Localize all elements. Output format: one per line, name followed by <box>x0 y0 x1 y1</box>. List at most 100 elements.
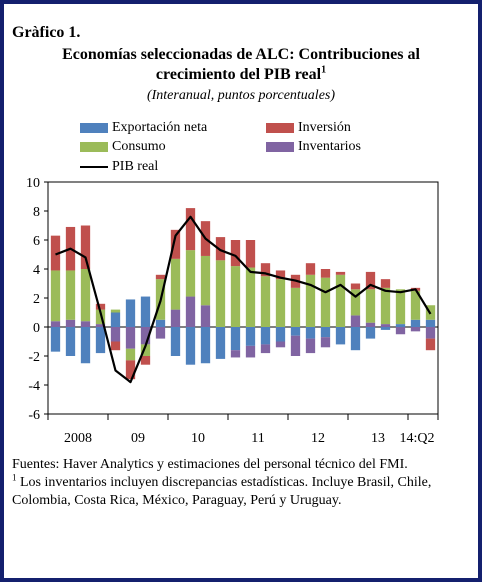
chart-plot: -6 -4 -2 0 2 4 6 8 10 2008 09 10 11 12 13 14:Q2 <box>26 176 439 446</box>
bar-inventarios <box>80 321 91 327</box>
footnote-sources: Fuentes: Haver Analytics y estimaciones … <box>12 457 408 472</box>
bar-exportaci-n-neta <box>365 327 376 339</box>
bar-inventarios <box>65 319 76 327</box>
x-tick-label: 2008 <box>64 431 92 446</box>
footnote-text: Los inventarios incluyen discrepancias e… <box>12 475 432 508</box>
bar-consumo <box>245 267 256 327</box>
bar-consumo <box>320 277 331 327</box>
legend-swatch-inventarios <box>266 142 294 152</box>
bar-consumo <box>230 266 241 327</box>
bar-consumo <box>140 344 151 356</box>
x-tick-label: 12 <box>311 431 325 446</box>
bar-stack-group <box>50 208 436 380</box>
bar-inventarios <box>260 344 271 354</box>
bar-inversi-n <box>125 360 136 380</box>
bar-inventarios <box>275 341 286 348</box>
bar-exportaci-n-neta <box>170 327 181 356</box>
bar-exportaci-n-neta <box>395 324 406 327</box>
bar-exportaci-n-neta <box>320 327 331 338</box>
bar-exportaci-n-neta <box>125 299 136 327</box>
chart-subtitle: (Interanual, puntos porcentuales) <box>146 88 336 103</box>
bar-inventarios <box>140 327 151 345</box>
figure-frame: Gràfico 1. Economías seleccionadas de AL… <box>4 4 478 578</box>
bar-inventarios <box>290 335 301 356</box>
bar-inventarios <box>110 327 121 342</box>
y-tick-label: -4 <box>28 379 40 394</box>
legend-inversion: Inversión <box>266 120 351 136</box>
bar-exportaci-n-neta <box>155 319 166 327</box>
bar-exportaci-n-neta <box>335 327 346 345</box>
bar-inventarios <box>155 327 166 339</box>
bar-inversi-n <box>110 341 121 351</box>
bar-consumo <box>380 287 391 325</box>
pib-line-group <box>55 215 432 384</box>
bar-exportaci-n-neta <box>110 312 121 327</box>
bar-consumo <box>350 289 361 316</box>
y-tick-label: 4 <box>33 263 40 278</box>
bar-exportaci-n-neta <box>95 327 106 354</box>
bar-inventarios <box>200 305 211 327</box>
bar-inventarios <box>230 350 241 358</box>
legend-consumo: Consumo <box>80 139 166 155</box>
plot-area-border <box>47 181 439 415</box>
bar-consumo <box>365 289 376 323</box>
x-tick-label: 10 <box>191 431 205 446</box>
bar-consumo <box>65 270 76 320</box>
bar-consumo <box>200 255 211 306</box>
bar-inversi-n <box>50 235 61 271</box>
y-tick-label: 2 <box>33 292 40 307</box>
bar-inventarios <box>320 337 331 348</box>
chart-title-line1: Economías seleccionadas de ALC: Contribu… <box>62 46 420 63</box>
bar-consumo <box>305 274 316 327</box>
bar-inversi-n <box>380 279 391 288</box>
bar-consumo <box>335 274 346 327</box>
bar-exportaci-n-neta <box>275 327 286 342</box>
legend-label-inversion: Inversión <box>298 120 351 135</box>
bar-exportaci-n-neta <box>260 327 271 345</box>
bar-inventarios <box>305 338 316 354</box>
bar-inversi-n <box>350 283 361 290</box>
bar-inversi-n <box>230 240 241 267</box>
footnote-mark: 1 <box>12 472 17 483</box>
bar-inversi-n <box>185 208 196 251</box>
bar-inventarios <box>425 327 436 339</box>
legend-label-consumo: Consumo <box>112 139 166 154</box>
bar-inventarios <box>185 296 196 327</box>
bar-inversi-n <box>335 271 346 275</box>
bar-exportaci-n-neta <box>200 327 211 364</box>
pib-real-line <box>55 215 432 384</box>
bar-exportaci-n-neta <box>65 327 76 356</box>
y-tick-label: -6 <box>28 408 40 423</box>
bar-consumo <box>275 279 286 327</box>
x-axis: 2008 09 10 11 12 13 14:Q2 <box>47 414 439 446</box>
bar-inversi-n <box>275 270 286 280</box>
bar-inventarios <box>170 309 181 327</box>
bar-exportaci-n-neta <box>50 327 61 352</box>
bar-exportaci-n-neta <box>140 296 151 327</box>
bar-consumo <box>215 260 226 327</box>
legend-swatch-exportacion-neta <box>80 123 108 133</box>
footnote-inventories: 1 Los inventarios incluyen discrepancias… <box>12 472 474 510</box>
x-tick-label: 11 <box>251 431 264 446</box>
bar-exportaci-n-neta <box>80 327 91 364</box>
bar-inventarios <box>380 324 391 327</box>
legend-label-inventarios: Inventarios <box>298 139 361 154</box>
bar-inversi-n <box>95 303 106 310</box>
legend-label-pib-real: PIB real <box>112 159 159 174</box>
bar-inversi-n <box>215 237 226 261</box>
bar-inventarios <box>125 327 136 349</box>
legend-pib-real: PIB real <box>80 159 158 175</box>
legend-swatch-pib-real <box>80 166 108 168</box>
bar-inventarios <box>365 322 376 327</box>
y-tick-label: 6 <box>33 234 40 249</box>
bar-exportaci-n-neta <box>350 327 361 351</box>
bar-exportaci-n-neta <box>290 327 301 336</box>
bar-exportaci-n-neta <box>305 327 316 339</box>
y-tick-label: 10 <box>26 176 40 191</box>
x-tick-label: 14:Q2 <box>400 431 435 446</box>
bar-inversi-n <box>80 225 91 269</box>
bar-inventarios <box>395 327 406 335</box>
bar-inversi-n <box>320 269 331 278</box>
bar-consumo <box>410 290 421 320</box>
bar-consumo <box>50 270 61 322</box>
